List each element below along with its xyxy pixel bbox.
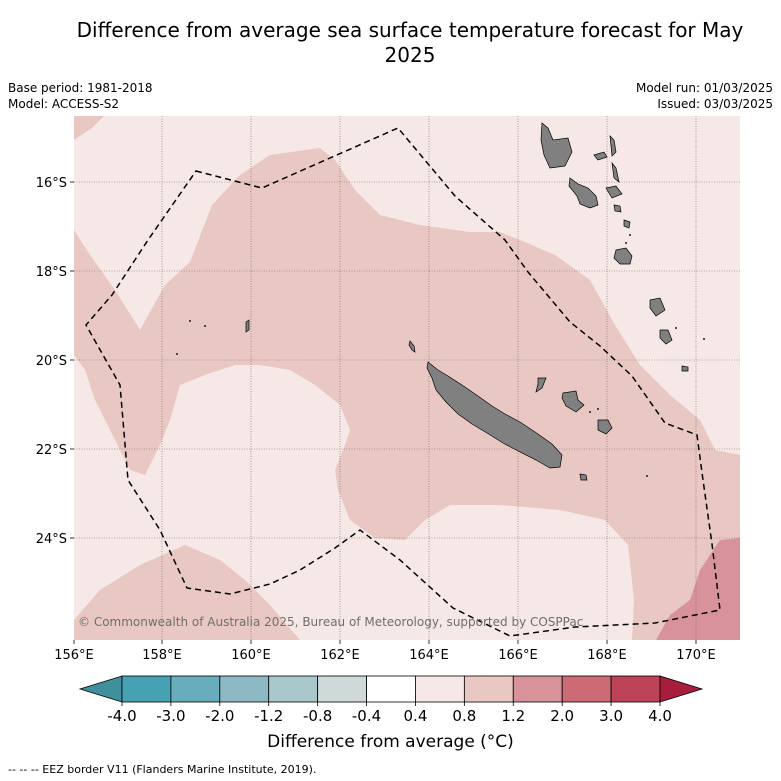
colorbar-segment [121,675,172,703]
colorbar-tick-label: 0.4 [404,707,428,725]
malo-island [593,151,608,161]
latitude-labels: 16°S 18°S 20°S 22°S 24°S [36,176,67,547]
erromango [649,297,666,317]
gridlines [74,116,740,640]
colorbar-segment [610,675,661,703]
lat-label-16s: 16°S [36,176,67,191]
lon-label-170: 170°E [676,648,716,663]
lon-label-160: 160°E [231,648,271,663]
colorbar-tick-label: -4.0 [107,707,136,725]
map-title: Difference from average sea surface temp… [76,18,744,67]
small-islets [175,233,706,478]
isle-of-pines [579,473,588,481]
base-period: Base period: 1981-2018 [8,81,153,95]
ambrym [605,185,623,199]
lon-label-158: 158°E [142,648,182,663]
aneityum [681,365,689,372]
anomaly-0.8-1.2-area [74,148,740,640]
espiritu-santo [540,122,573,169]
lat-label-18s: 18°S [36,265,67,280]
colorbar-segment [317,675,367,703]
colorbar-tick-label: 4.0 [648,707,672,725]
map-panel: © Commonwealth of Australia 2025, Bureau… [74,116,740,640]
new-caledonia-grande-terre [426,361,563,469]
lon-label-162: 162°E [320,648,360,663]
eez-legend-note: -- -- -- EEZ border V11 (Flanders Marine… [8,763,317,776]
anomaly-1.2-2.0-area [656,538,740,640]
colorbar-tick-label: -2.0 [205,707,234,725]
land-masses [245,122,689,481]
copyright-text: © Commonwealth of Australia 2025, Bureau… [78,615,583,629]
colorbar-extend-high [659,675,704,703]
lifou [561,390,585,413]
colorbar-tick-label: 1.2 [501,707,525,725]
shepherd-islands [623,219,631,229]
lon-label-156: 156°E [54,648,94,663]
colorbar-tick-label: 2.0 [550,707,574,725]
tanna [659,329,673,345]
lat-label-20s: 20°S [36,354,67,369]
colorbar-tick-label: -3.0 [156,707,185,725]
colorbar-label: Difference from average (°C) [267,732,514,752]
lon-label-168: 168°E [587,648,627,663]
model-name: Model: ACCESS-S2 [8,97,120,111]
colorbar-segment [170,675,221,703]
colorbar-segment [512,675,563,703]
colorbar-segment [268,675,319,703]
issued-date: Issued: 03/03/2025 [657,97,773,111]
colorbar-segment [366,675,416,703]
model-run: Model run: 01/03/2025 [635,81,773,95]
meta-right: Model run: 01/03/2025 Issued: 03/03/2025 [636,80,773,112]
colorbar-tick-label: -1.2 [254,707,283,725]
anomaly-0.8-1.2-southwest [74,545,300,640]
lon-label-164: 164°E [409,648,449,663]
eez-border [85,127,721,637]
colorbar-extend-low [78,675,123,703]
longitude-labels: 156°E 158°E 160°E 162°E 164°E 166°E 168°… [54,648,716,663]
efate [613,247,633,265]
colorbar-segment [415,675,465,703]
colorbar-segment [219,675,270,703]
maewo [609,135,617,157]
colorbar-tick-label: 0.8 [452,707,476,725]
colorbar: -4.0 -3.0 -2.0 -1.2 -0.8 -0.4 0.4 0.8 1.2 2.0 3.0 4… [78,675,704,725]
axis-tick-marks [70,181,697,644]
belep-islands [408,340,416,353]
malekula [568,177,599,209]
ouvea [535,377,547,393]
lat-label-22s: 22°S [36,443,67,458]
colorbar-tick-label: 3.0 [599,707,623,725]
anomaly-0.8-1.2-corner [74,116,104,140]
lon-label-166: 166°E [498,648,538,663]
meta-left: Base period: 1981-2018 Model: ACCESS-S2 [8,80,153,112]
colorbar-tick-label: -0.4 [352,707,381,725]
colorbar-segment [561,675,612,703]
pentecost [611,161,620,183]
epi-island [613,204,622,213]
chesterfield-islands [245,319,250,333]
colorbar-tick-label: -0.8 [303,707,332,725]
lat-label-24s: 24°S [36,532,67,547]
colorbar-segment [463,675,514,703]
mare [597,419,613,435]
